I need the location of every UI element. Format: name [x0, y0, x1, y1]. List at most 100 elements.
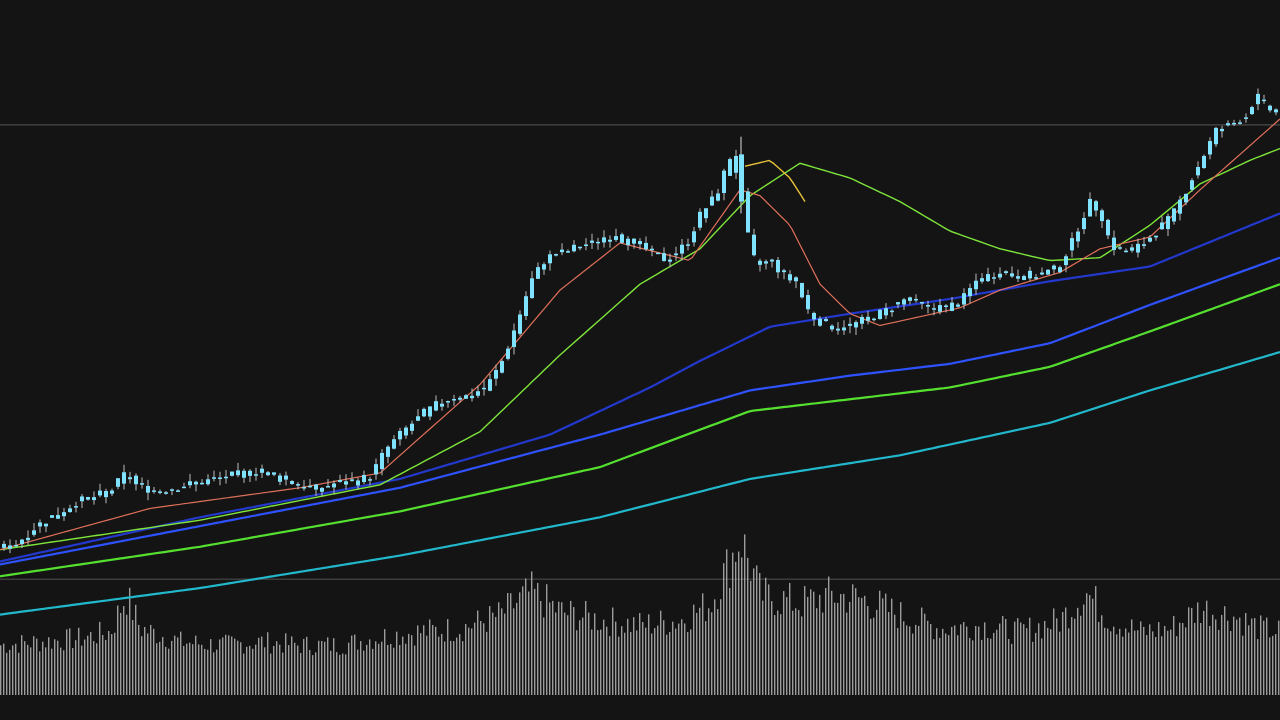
volume-bar — [492, 612, 494, 695]
volume-bar — [12, 645, 14, 695]
volume-bar — [333, 638, 335, 695]
volume-bar — [258, 637, 260, 695]
volume-bar — [624, 632, 626, 695]
volume-bar — [177, 637, 179, 695]
volume-bar — [75, 640, 77, 695]
candle — [200, 479, 204, 485]
volume-bar — [378, 643, 380, 695]
candle-body — [68, 508, 72, 513]
candle — [608, 235, 612, 248]
candle-body — [1238, 122, 1242, 124]
volume-bar — [1125, 628, 1127, 695]
candle — [1088, 192, 1092, 217]
volume-bar — [852, 584, 854, 695]
volume-bar — [1110, 631, 1112, 695]
candle-body — [578, 246, 582, 249]
volume-bar — [246, 646, 248, 695]
volume-bar — [78, 627, 80, 695]
candle-body — [482, 387, 486, 390]
candle — [20, 538, 24, 549]
candle-body — [272, 472, 276, 475]
volume-bar — [1227, 620, 1229, 695]
volume-bar — [666, 634, 668, 695]
volume-bar — [951, 626, 953, 695]
volume-bar — [909, 626, 911, 695]
candle-body — [320, 487, 324, 492]
candle-body — [302, 487, 306, 489]
volume-bar — [729, 587, 731, 695]
candle-body — [44, 523, 48, 527]
volume-bar — [399, 644, 401, 695]
candle-body — [20, 539, 24, 545]
volume-bar — [1167, 630, 1169, 695]
candle-body — [1058, 267, 1062, 273]
candle-body — [590, 240, 594, 243]
candle — [248, 469, 252, 482]
candle — [1106, 218, 1110, 240]
volume-bar — [765, 577, 767, 695]
candle-body — [722, 170, 726, 194]
volume-bar — [822, 612, 824, 695]
volume-bar — [468, 627, 470, 695]
volume-bar — [858, 597, 860, 695]
volume-bar — [1164, 625, 1166, 695]
volume-bar — [513, 608, 515, 695]
volume-bar — [1215, 619, 1217, 695]
volume-bar — [927, 620, 929, 695]
candle — [56, 507, 60, 519]
volume-bar — [522, 586, 524, 695]
volume-bar — [432, 624, 434, 695]
volume-bar — [1245, 613, 1247, 695]
volume-bar — [1050, 629, 1052, 695]
candle — [1094, 199, 1098, 217]
candle — [1118, 244, 1122, 251]
candle — [1064, 254, 1068, 273]
volume-bar — [285, 633, 287, 695]
candle — [656, 252, 660, 255]
volume-bar — [1218, 629, 1220, 695]
volume-bar — [6, 652, 8, 695]
volume-bar — [198, 644, 200, 695]
volume-bar — [804, 586, 806, 695]
candle — [290, 480, 294, 485]
volume-bar — [930, 623, 932, 695]
volume-bar — [1131, 619, 1133, 695]
volume-bar — [144, 627, 146, 695]
volume-bar — [1176, 636, 1178, 695]
volume-bar — [720, 599, 722, 695]
volume-bar — [831, 590, 833, 695]
volume-bar — [99, 621, 101, 695]
candle — [830, 324, 834, 332]
volume-bar — [1152, 631, 1154, 695]
candle-body — [278, 475, 282, 482]
volume-bar — [45, 647, 47, 695]
candle — [884, 303, 888, 320]
volume-bar — [540, 601, 542, 695]
candle-body — [1088, 198, 1092, 217]
candle-body — [488, 379, 492, 391]
volume-bar — [63, 650, 65, 695]
volume-bar — [390, 643, 392, 695]
volume-bar — [615, 621, 617, 695]
volume-bar — [597, 630, 599, 695]
volume-bar — [591, 629, 593, 695]
candle-body — [1250, 107, 1254, 115]
volume-bar — [1026, 628, 1028, 695]
volume-bar — [300, 652, 302, 695]
candle-body — [938, 305, 942, 312]
volume-bar — [129, 587, 131, 695]
candle-body — [458, 397, 462, 400]
volume-bar — [303, 638, 305, 695]
volume-bar — [621, 626, 623, 695]
volume-bar — [387, 644, 389, 695]
candle — [218, 471, 222, 486]
candle-body — [1040, 272, 1044, 275]
candle-body — [146, 485, 150, 493]
candle — [836, 322, 840, 335]
volume-bar — [828, 576, 830, 695]
volume-bar — [282, 652, 284, 695]
candle-body — [344, 481, 348, 485]
candle — [896, 302, 900, 309]
candle — [74, 501, 78, 513]
volume-bar — [792, 610, 794, 695]
